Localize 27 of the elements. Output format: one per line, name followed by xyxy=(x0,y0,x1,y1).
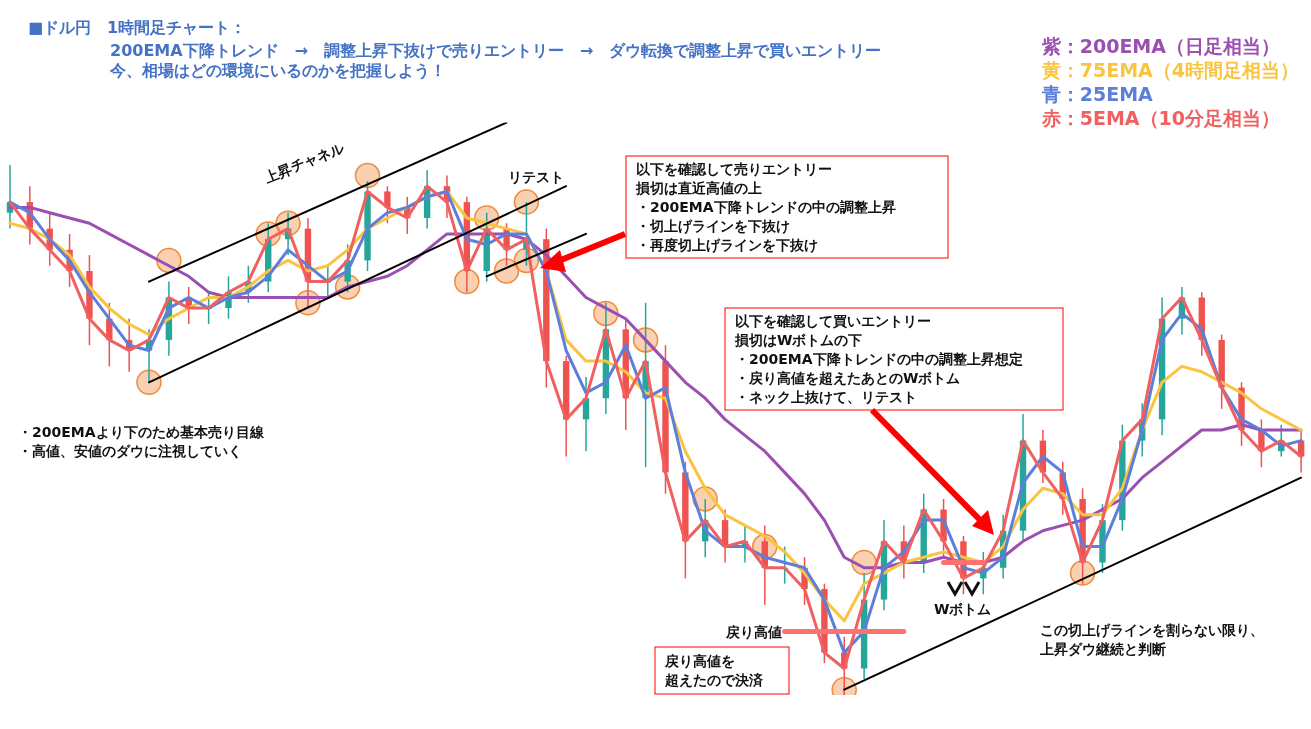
annotation: ・200EMA下降トレンドの中の調整上昇 xyxy=(636,198,896,217)
annotation: 戻り高値を xyxy=(665,652,735,671)
annotation: この切上げラインを割らない限り、 xyxy=(1040,621,1264,640)
annotation: 上昇チャネル xyxy=(262,138,347,188)
text: 青：25EMA xyxy=(1041,82,1154,106)
annotation: ・高値、安値のダウに注視していく xyxy=(18,442,242,461)
annotation: 損切はWボトムの下 xyxy=(735,331,863,350)
chart-subtitle: 200EMA下降トレンド → 調整上昇下抜けで売りエントリー → ダウ転換で調整上昇で買いエントリー xyxy=(110,40,882,61)
text: 紫：200EMA（日足相当） xyxy=(1041,34,1281,58)
annotation: 超えたので決済 xyxy=(665,671,763,690)
annotation: 上昇ダウ継続と判断 xyxy=(1040,640,1166,659)
annotation: 損切は直近高値の上 xyxy=(636,179,762,198)
annotation: ・200EMAより下のため基本売り目線 xyxy=(18,423,264,442)
annotation: ・200EMA下降トレンドの中の調整上昇想定 xyxy=(735,350,1023,369)
annotation: ・戻り高値を超えたあとのWボトム xyxy=(735,369,961,388)
annotation: Wボトム xyxy=(934,600,992,619)
annotation: ・切上げラインを下抜け xyxy=(636,217,790,236)
text: 今、相場はどの環境にいるのかを把握しよう！ xyxy=(110,61,446,80)
annotation: 戻り高値 xyxy=(726,623,782,642)
annotation: リテスト xyxy=(508,168,564,187)
annotation: ・再度切上げラインを下抜け xyxy=(636,236,818,255)
annotation: 以下を確認して買いエントリー xyxy=(735,312,931,331)
text: 黄：75EMA（4時間足相当） xyxy=(1041,58,1299,82)
annotation: 以下を確認して売りエントリー xyxy=(636,160,832,179)
annotation: ・ネック上抜けて、リテスト xyxy=(735,388,917,407)
text: 赤：5EMA（10分足相当） xyxy=(1041,106,1281,130)
chart-title: ■ドル円 1時間足チャート： xyxy=(28,18,247,39)
